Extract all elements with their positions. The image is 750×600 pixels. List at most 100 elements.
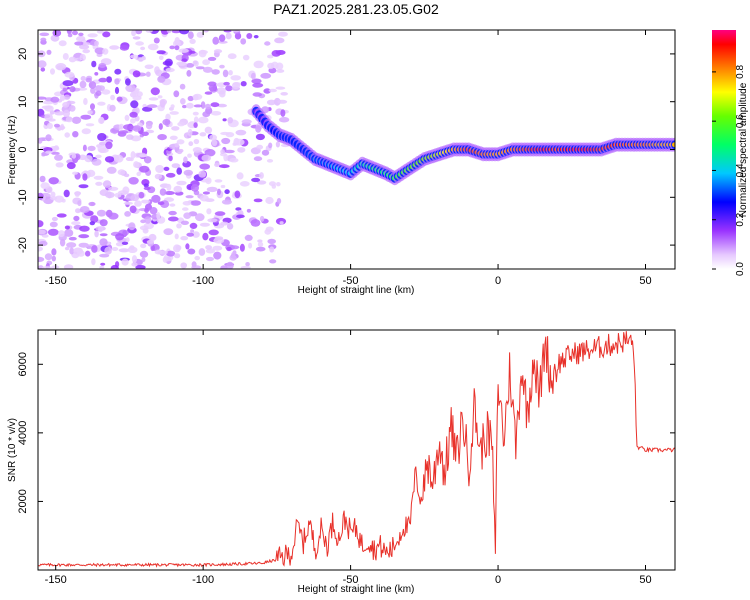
noise-blob bbox=[244, 234, 253, 241]
noise-blob bbox=[58, 40, 67, 47]
noise-blob bbox=[275, 141, 280, 148]
noise-blob bbox=[259, 172, 264, 179]
noise-blob bbox=[146, 104, 158, 109]
noise-blob bbox=[268, 142, 273, 149]
noise-blob bbox=[38, 256, 45, 262]
spectrogram-marks bbox=[38, 30, 675, 269]
noise-blob bbox=[176, 223, 182, 229]
noise-blob bbox=[255, 125, 262, 133]
noise-blob bbox=[199, 222, 210, 227]
noise-blob bbox=[204, 149, 216, 157]
noise-blob bbox=[64, 229, 74, 237]
noise-blob bbox=[206, 208, 212, 215]
noise-blob bbox=[77, 250, 85, 257]
noise-blob bbox=[177, 121, 185, 127]
noise-blob bbox=[106, 76, 112, 83]
noise-blob bbox=[220, 149, 225, 155]
noise-blob bbox=[183, 169, 193, 176]
noise-blob bbox=[119, 44, 130, 51]
noise-blob bbox=[201, 154, 211, 162]
noise-blob bbox=[223, 30, 232, 33]
noise-blob bbox=[130, 194, 140, 202]
noise-blob bbox=[163, 228, 174, 236]
figure-title: PAZ1.2025.281.23.05.G02 bbox=[273, 1, 439, 17]
noise-blob bbox=[264, 41, 271, 46]
noise-blob bbox=[241, 119, 252, 124]
noise-blob bbox=[45, 134, 52, 142]
noise-blob bbox=[234, 190, 241, 199]
noise-blob bbox=[227, 53, 237, 60]
noise-blob bbox=[131, 262, 138, 267]
noise-blob bbox=[80, 76, 87, 81]
spectrogram-x-label: Height of straight line (km) bbox=[298, 285, 415, 296]
noise-blob bbox=[78, 234, 90, 239]
noise-blob bbox=[141, 257, 146, 263]
noise-blob bbox=[129, 205, 137, 214]
noise-blob bbox=[124, 211, 131, 217]
noise-blob bbox=[41, 234, 49, 238]
noise-blob bbox=[163, 166, 170, 171]
noise-blob bbox=[182, 104, 187, 109]
noise-blob bbox=[162, 118, 171, 126]
noise-blob bbox=[182, 207, 189, 211]
noise-blob bbox=[123, 124, 134, 130]
noise-blob bbox=[72, 171, 78, 175]
noise-blob bbox=[51, 255, 56, 262]
noise-blob bbox=[96, 209, 107, 217]
y-tick-label: -10 bbox=[17, 189, 29, 205]
noise-blob bbox=[63, 94, 71, 100]
noise-blob bbox=[239, 181, 250, 187]
noise-blob bbox=[265, 196, 274, 205]
noise-blob bbox=[159, 98, 167, 106]
noise-blob bbox=[229, 254, 237, 261]
noise-blob bbox=[208, 229, 219, 236]
noise-blob bbox=[90, 215, 99, 223]
noise-blob bbox=[230, 75, 241, 81]
noise-blob bbox=[202, 66, 213, 73]
noise-blob bbox=[217, 188, 221, 196]
noise-blob bbox=[211, 139, 218, 146]
noise-blob bbox=[164, 191, 176, 195]
noise-blob bbox=[40, 67, 46, 72]
noise-blob bbox=[62, 80, 74, 87]
noise-blob bbox=[252, 92, 263, 97]
noise-blob bbox=[129, 54, 139, 59]
noise-blob bbox=[125, 237, 130, 243]
noise-blob bbox=[38, 229, 46, 235]
noise-blob bbox=[38, 96, 47, 100]
noise-blob bbox=[219, 64, 225, 69]
noise-blob bbox=[40, 37, 47, 42]
noise-blob bbox=[39, 175, 46, 183]
x-tick-label: -150 bbox=[45, 574, 67, 586]
noise-blob bbox=[207, 56, 217, 61]
noise-blob bbox=[198, 248, 206, 256]
noise-blob bbox=[183, 156, 188, 164]
noise-blob bbox=[157, 250, 168, 255]
noise-blob bbox=[173, 185, 183, 193]
noise-blob bbox=[132, 125, 142, 132]
noise-blob bbox=[134, 200, 142, 207]
noise-blob bbox=[169, 45, 175, 50]
noise-blob bbox=[72, 30, 78, 36]
noise-blob bbox=[61, 198, 66, 203]
noise-blob bbox=[127, 246, 138, 253]
noise-blob bbox=[185, 195, 194, 199]
noise-blob bbox=[80, 114, 92, 120]
noise-blob bbox=[246, 208, 251, 213]
noise-blob bbox=[202, 59, 211, 66]
noise-blob bbox=[240, 81, 247, 87]
noise-blob bbox=[136, 171, 141, 177]
noise-blob bbox=[93, 175, 104, 180]
noise-blob bbox=[74, 41, 84, 46]
noise-blob bbox=[88, 201, 96, 207]
noise-blob bbox=[83, 42, 91, 46]
noise-blob bbox=[213, 251, 222, 260]
colorbar: 0.0 0.2 0.4 0.6 0.8 Normalized spectral ampl… bbox=[712, 30, 749, 276]
noise-blob bbox=[236, 172, 244, 180]
noise-blob bbox=[198, 170, 207, 178]
noise-blob bbox=[276, 69, 285, 73]
x-tick-label: -100 bbox=[192, 574, 214, 586]
noise-blob bbox=[64, 225, 70, 230]
noise-blob bbox=[257, 239, 263, 243]
